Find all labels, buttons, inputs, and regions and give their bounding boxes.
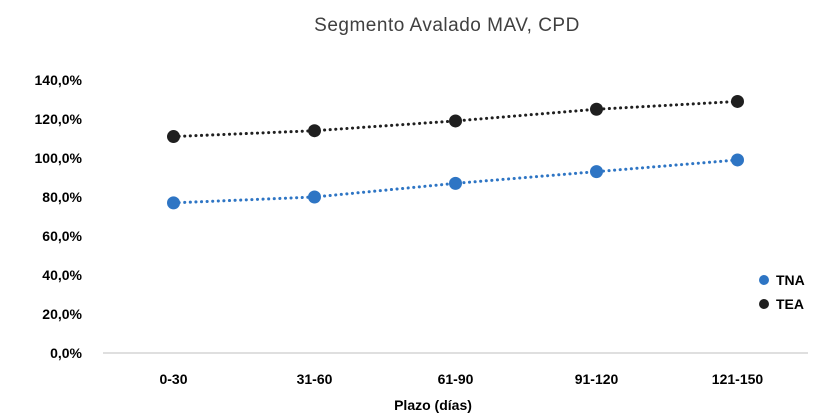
data-point-tna bbox=[167, 196, 180, 210]
x-tick-label: 0-30 bbox=[159, 371, 187, 387]
data-point-tea bbox=[167, 130, 180, 144]
series-line-tna bbox=[172, 158, 739, 205]
data-point-tna bbox=[590, 165, 603, 179]
data-point-tea bbox=[731, 94, 744, 108]
data-point-tea bbox=[449, 114, 462, 128]
y-tick-label: 140,0% bbox=[35, 72, 83, 88]
y-tick-label: 60,0% bbox=[42, 228, 82, 244]
y-axis: 0,0% 20,0% 40,0% 60,0% 80,0% 100,0% 120,0% 140,… bbox=[35, 72, 83, 361]
x-axis: 0-30 31-60 61-90 91-120 121-150 bbox=[159, 371, 763, 387]
series-layer bbox=[167, 94, 744, 210]
data-point-tna bbox=[308, 190, 321, 204]
series-line-tea bbox=[172, 99, 739, 139]
legend-label-tna: TNA bbox=[776, 272, 805, 288]
y-tick-label: 20,0% bbox=[42, 306, 82, 322]
legend-marker-tea bbox=[759, 299, 769, 309]
chart-title: Segmento Avalado MAV, CPD bbox=[314, 15, 580, 36]
y-tick-label: 0,0% bbox=[50, 345, 82, 361]
legend-label-tea: TEA bbox=[776, 296, 804, 312]
x-tick-label: 91-120 bbox=[575, 371, 619, 387]
y-tick-label: 120,0% bbox=[35, 111, 83, 127]
y-tick-label: 40,0% bbox=[42, 267, 82, 283]
x-tick-label: 61-90 bbox=[438, 371, 474, 387]
data-point-tna bbox=[731, 153, 744, 167]
data-point-tea bbox=[308, 124, 321, 138]
x-axis-label: Plazo (días) bbox=[394, 397, 472, 413]
y-tick-label: 100,0% bbox=[35, 150, 83, 166]
legend: TNA TEA bbox=[759, 272, 805, 312]
data-point-tna bbox=[449, 176, 462, 190]
x-tick-label: 121-150 bbox=[712, 371, 764, 387]
data-point-tea bbox=[590, 102, 603, 116]
legend-marker-tna bbox=[759, 275, 769, 285]
x-tick-label: 31-60 bbox=[297, 371, 333, 387]
y-tick-label: 80,0% bbox=[42, 189, 82, 205]
